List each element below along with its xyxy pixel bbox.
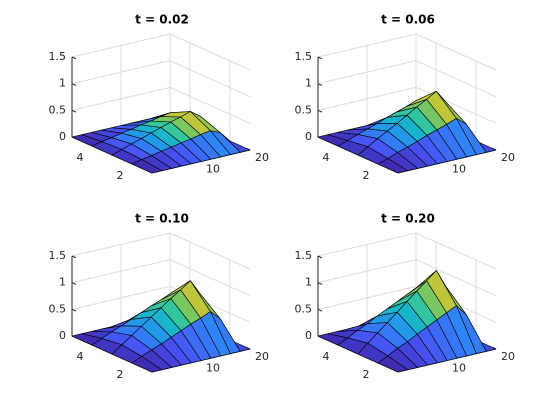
tick-mark xyxy=(71,109,77,113)
surface-patch xyxy=(377,355,409,373)
z-tick-label: 0 xyxy=(59,329,66,342)
z-tick-label: 1.5 xyxy=(49,50,67,63)
subplot: 0 0.5 1 1.5 10 20 2 4 t = 0.02 xyxy=(49,13,270,183)
x-tick-label: 10 xyxy=(452,163,466,176)
tick-mark xyxy=(317,56,323,60)
z-tick-label: 1 xyxy=(305,276,312,289)
subplot: 0 0.5 1 1.5 10 20 2 4 t = 0.10 xyxy=(49,212,270,382)
subplot: 0 0.5 1 1.5 10 20 2 4 t = 0.20 xyxy=(295,212,516,382)
tick-mark xyxy=(317,308,323,312)
z-tick-label: 0.5 xyxy=(49,103,67,116)
tick-mark xyxy=(71,83,77,86)
grid-line xyxy=(169,33,251,71)
tick-mark xyxy=(71,282,77,285)
subplot-title: t = 0.02 xyxy=(135,13,189,27)
tick-mark xyxy=(71,308,77,312)
z-tick-label: 1 xyxy=(59,276,66,289)
y-tick-label: 4 xyxy=(77,151,84,164)
y-tick-label: 2 xyxy=(363,368,370,381)
surface-patch xyxy=(131,159,163,174)
z-tick-label: 0.5 xyxy=(295,302,313,315)
subplot-title: t = 0.10 xyxy=(135,212,189,226)
tick-mark xyxy=(317,282,323,285)
z-tick-label: 1.5 xyxy=(295,50,313,63)
grid-line xyxy=(415,33,497,71)
grid-line xyxy=(169,86,251,124)
surface-patch xyxy=(377,158,409,174)
z-tick-label: 1.5 xyxy=(49,249,67,262)
z-tick-label: 0 xyxy=(59,130,66,143)
grid-line xyxy=(169,232,251,270)
tick-mark xyxy=(317,109,323,113)
y-tick-label: 4 xyxy=(323,350,330,363)
y-tick-label: 4 xyxy=(323,151,330,164)
surface-patch xyxy=(131,356,163,373)
x-tick-label: 20 xyxy=(501,350,515,363)
z-tick-label: 0.5 xyxy=(295,103,313,116)
tick-mark xyxy=(71,56,77,60)
subplot-title: t = 0.20 xyxy=(381,212,435,226)
y-tick-label: 2 xyxy=(117,169,124,182)
z-tick-label: 1.5 xyxy=(295,249,313,262)
grid-line xyxy=(169,60,251,98)
z-tick-label: 0.5 xyxy=(49,302,67,315)
z-tick-label: 1 xyxy=(59,77,66,90)
grid-line xyxy=(415,86,497,124)
subplot: 0 0.5 1 1.5 10 20 2 4 t = 0.06 xyxy=(295,13,516,183)
grid-line xyxy=(415,232,497,270)
x-tick-label: 20 xyxy=(255,350,269,363)
z-tick-label: 0 xyxy=(305,130,312,143)
z-tick-label: 1 xyxy=(305,77,312,90)
y-tick-label: 2 xyxy=(117,368,124,381)
grid-line xyxy=(415,60,497,98)
x-tick-label: 10 xyxy=(452,362,466,375)
x-tick-label: 10 xyxy=(206,163,220,176)
tick-mark xyxy=(317,255,323,259)
x-tick-label: 10 xyxy=(206,362,220,375)
tick-mark xyxy=(71,255,77,259)
subplot-title: t = 0.06 xyxy=(381,13,435,27)
y-tick-label: 2 xyxy=(363,169,370,182)
y-tick-label: 4 xyxy=(77,350,84,363)
x-tick-label: 20 xyxy=(501,151,515,164)
x-tick-label: 20 xyxy=(255,151,269,164)
grid-line xyxy=(415,259,497,297)
grid-line xyxy=(169,259,251,297)
tick-mark xyxy=(317,83,323,86)
z-tick-label: 0 xyxy=(305,329,312,342)
